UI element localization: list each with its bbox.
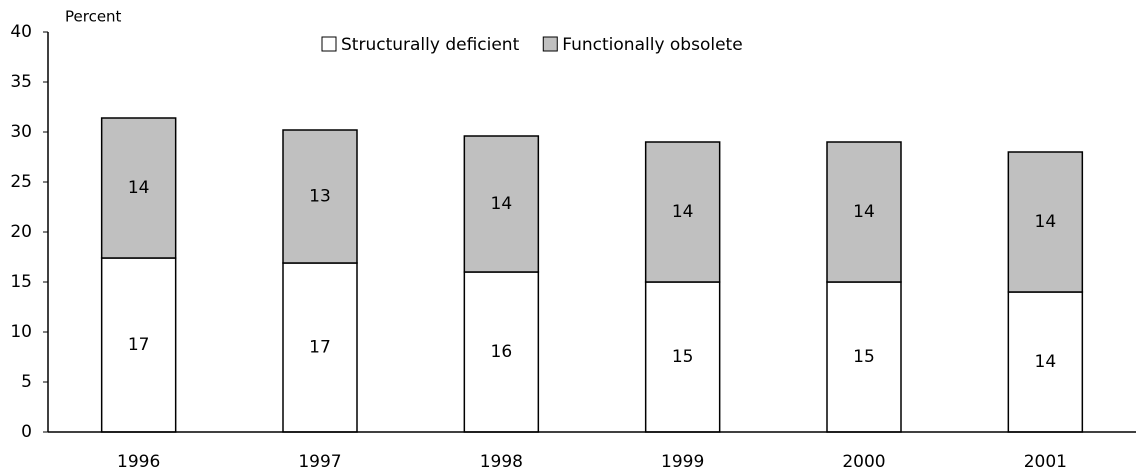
y-tick-label: 15 <box>10 272 32 292</box>
bar-segment <box>100 117 177 259</box>
data-label: 16 <box>491 342 513 362</box>
x-tick-label: 2001 <box>1024 452 1067 472</box>
bar-segment <box>826 141 902 283</box>
y-tick-label: 25 <box>10 172 32 192</box>
bar-segment <box>463 135 540 273</box>
data-label: 14 <box>672 202 694 222</box>
y-tick-label: 10 <box>10 322 32 342</box>
data-label: 13 <box>309 187 331 207</box>
data-label: 14 <box>1035 352 1057 372</box>
y-tick-label: 40 <box>10 22 32 42</box>
y-tick-label: 35 <box>10 72 32 92</box>
bar-segment <box>644 141 721 283</box>
x-tick-label: 1998 <box>480 452 523 472</box>
y-tick-label: 5 <box>21 372 32 392</box>
x-tick-label: 1996 <box>117 452 160 472</box>
y-axis-label: Percent <box>65 8 122 26</box>
legend-swatch <box>542 36 558 52</box>
legend-label: Functionally obsolete <box>562 35 742 55</box>
bar-segment <box>282 129 358 264</box>
bar-segment <box>826 281 902 433</box>
legend-swatch <box>321 36 337 52</box>
x-tick-label: 1999 <box>661 452 704 472</box>
bar-segment <box>100 257 177 433</box>
data-label: 15 <box>672 347 694 367</box>
x-tick-label: 2000 <box>842 452 885 472</box>
data-label: 14 <box>1035 212 1057 232</box>
data-label: 14 <box>128 178 150 198</box>
y-tick-label: 0 <box>21 422 32 442</box>
y-tick-label: 30 <box>10 122 32 142</box>
data-label: 14 <box>853 202 875 222</box>
legend-label: Structurally deficient <box>341 35 520 55</box>
data-label: 17 <box>128 335 150 355</box>
data-label: 17 <box>309 338 331 358</box>
data-label: 14 <box>491 194 513 214</box>
data-label: 15 <box>853 347 875 367</box>
x-tick-label: 1997 <box>298 452 341 472</box>
y-tick-label: 20 <box>10 222 32 242</box>
bar-segment <box>1007 151 1084 293</box>
